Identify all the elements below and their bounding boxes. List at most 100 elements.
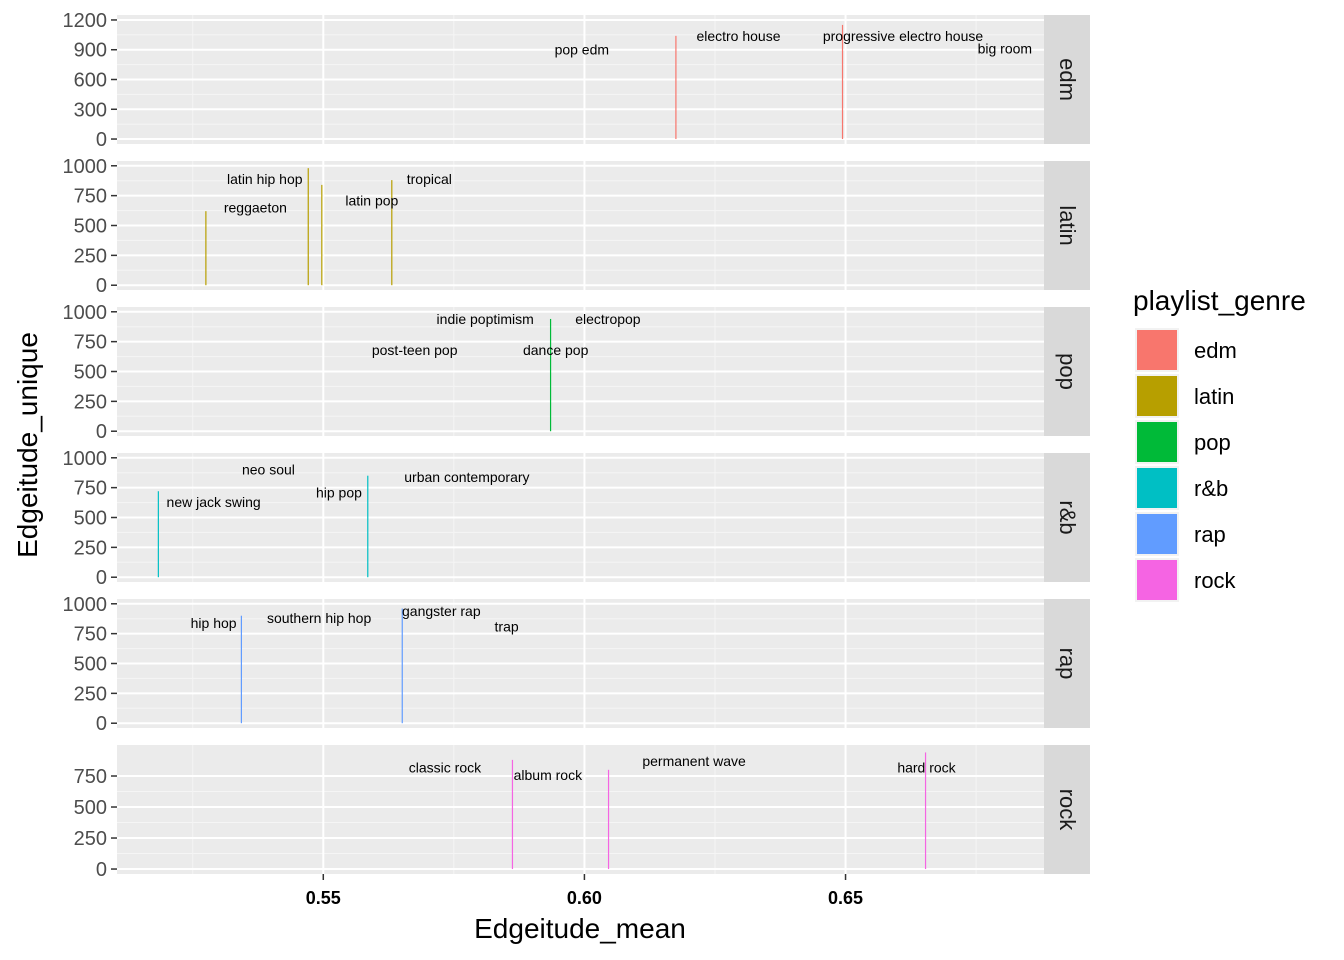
y-tick-label: 250 — [74, 245, 107, 267]
bar-label: reggaeton — [224, 200, 287, 216]
facet-strip-label: latin — [1055, 205, 1080, 245]
panel-pop: 0 250 500 750 1000 indie poptimism electropop p… — [63, 302, 1090, 443]
y-tick-label: 1000 — [63, 156, 108, 178]
x-tick-label: 0.60 — [567, 888, 602, 908]
y-tick-label: 750 — [74, 478, 107, 500]
y-tick-label: 750 — [74, 186, 107, 208]
y-tick-label: 500 — [74, 362, 107, 384]
bar — [157, 491, 159, 578]
legend-swatch — [1137, 330, 1177, 370]
x-tick-label: 0.65 — [828, 888, 863, 908]
bar — [367, 475, 369, 578]
panel-edm: 0 300 600 900 1200 electro house progressive e… — [63, 10, 1090, 151]
facet-strip — [1044, 453, 1090, 582]
y-tick-label: 0 — [96, 129, 107, 151]
bar-label: urban contemporary — [404, 469, 529, 485]
y-tick-label: 1000 — [63, 448, 108, 470]
y-tick-label: 750 — [74, 332, 107, 354]
legend-label: latin — [1194, 384, 1234, 409]
y-tick-label: 250 — [74, 828, 107, 850]
bar-label: dance pop — [523, 342, 589, 358]
facet-strip-label: r&b — [1055, 500, 1080, 534]
panel-rb: 0 250 500 750 1000 neo soul urban contemporary… — [63, 448, 1090, 589]
legend-swatch — [1137, 560, 1177, 600]
bar-label: progressive electro house — [823, 28, 984, 44]
legend: playlist_genre edm latin pop r&b rap rock — [1133, 285, 1306, 602]
bar-label: latin hip hop — [227, 171, 303, 187]
y-tick-label: 600 — [74, 70, 107, 92]
bar — [924, 752, 927, 870]
y-tick-label: 500 — [74, 216, 107, 238]
facet-strip — [1044, 599, 1090, 728]
legend-keys: edm latin pop r&b rap rock — [1135, 328, 1237, 602]
y-tick-label: 500 — [74, 508, 107, 530]
y-tick-label: 0 — [96, 275, 107, 297]
bar-label: classic rock — [409, 759, 482, 775]
x-tick-label: 0.55 — [306, 888, 341, 908]
bar — [675, 35, 677, 140]
legend-label: r&b — [1194, 476, 1228, 501]
x-axis-title: Edgeitude_mean — [474, 913, 686, 944]
bar — [401, 608, 403, 724]
legend-swatch — [1137, 422, 1177, 462]
panel-background — [117, 745, 1044, 874]
bar-label: hip hop — [191, 615, 237, 631]
bar-label: post-teen pop — [372, 342, 458, 358]
bar — [321, 184, 323, 286]
legend-label: rock — [1194, 568, 1237, 593]
legend-label: pop — [1194, 430, 1231, 455]
y-tick-label: 300 — [74, 99, 107, 121]
facet-strip — [1044, 307, 1090, 436]
bar-label: new jack swing — [167, 494, 261, 510]
panel-latin: 0 250 500 750 1000 latin hip hop reggaeton lati… — [63, 156, 1090, 297]
facet-strip — [1044, 745, 1090, 874]
legend-swatch — [1137, 376, 1177, 416]
y-tick-label: 750 — [74, 624, 107, 646]
legend-label: edm — [1194, 338, 1237, 363]
bar-label: southern hip hop — [267, 610, 372, 626]
y-tick-label: 250 — [74, 391, 107, 413]
bar-label: album rock — [514, 767, 583, 783]
legend-swatch — [1137, 468, 1177, 508]
bar — [391, 180, 393, 286]
y-axis-title: Edgeitude_unique — [12, 332, 43, 558]
bar — [511, 759, 514, 870]
bar-label: tropical — [407, 171, 452, 187]
panel-rock: 0 250 500 750 classic rock album rock permanen… — [74, 745, 1090, 881]
y-tick-label: 1200 — [63, 10, 108, 32]
bar — [607, 769, 610, 870]
legend-label: rap — [1194, 522, 1226, 547]
y-tick-label: 500 — [74, 797, 107, 819]
facet-strip-label: rap — [1055, 648, 1080, 680]
bar-label: gangster rap — [402, 603, 481, 619]
facet-strip — [1044, 161, 1090, 290]
bar-label: latin pop — [345, 192, 398, 208]
bar-label: indie poptimism — [437, 311, 534, 327]
bar-label: big room — [978, 41, 1032, 57]
bar-label: permanent wave — [642, 753, 746, 769]
bar-label: hard rock — [897, 759, 956, 775]
facet-strip-label: edm — [1055, 58, 1080, 101]
y-tick-label: 0 — [96, 421, 107, 443]
bar — [205, 211, 207, 286]
y-tick-label: 0 — [96, 567, 107, 589]
facet-strip-label: pop — [1055, 353, 1080, 390]
bar-label: pop edm — [555, 42, 609, 58]
y-tick-label: 900 — [74, 40, 107, 62]
facet-strip — [1044, 15, 1090, 144]
bar-label: neo soul — [242, 462, 295, 478]
bar — [549, 318, 552, 432]
y-tick-label: 0 — [96, 713, 107, 735]
legend-title: playlist_genre — [1133, 285, 1306, 316]
facet-panels: 0 300 600 900 1200 electro house progressive e… — [63, 10, 1090, 881]
bar — [841, 24, 844, 140]
bar-label: electro house — [696, 28, 780, 44]
y-tick-label: 250 — [74, 683, 107, 705]
panel-rap: 0 250 500 750 1000 hip hop southern hip hop gan… — [63, 594, 1090, 735]
y-tick-label: 500 — [74, 654, 107, 676]
bar-label: trap — [495, 618, 519, 634]
y-tick-label: 1000 — [63, 302, 108, 324]
y-tick-label: 750 — [74, 766, 107, 788]
bar — [240, 615, 242, 724]
